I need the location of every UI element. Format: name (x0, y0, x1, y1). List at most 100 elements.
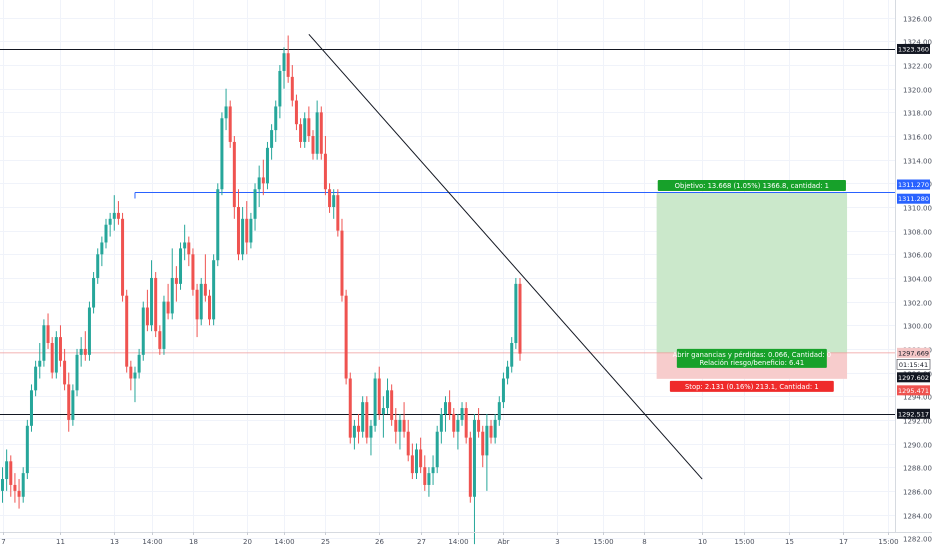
candle-body (390, 390, 394, 420)
candle-body (443, 402, 447, 414)
price-tick-label: 1306.000 (903, 252, 932, 260)
candle-body (270, 130, 274, 148)
time-tick-label: 10 (698, 538, 707, 546)
price-tick-label: 1322.000 (903, 63, 932, 71)
candle-body (145, 307, 149, 326)
horizontal-lines[interactable] (0, 49, 895, 415)
candle-body (485, 425, 489, 456)
candle-body (328, 189, 332, 207)
candle-body (261, 177, 265, 184)
time-axis[interactable]: 7 11 13 14:00 18 20 14:00 25 26 27 14:00 Abr 3 15:00 8… (1, 532, 899, 546)
target-zone (656, 191, 848, 353)
price-badge (896, 359, 931, 370)
time-tick-label: 14:00 (448, 538, 468, 546)
candle-body (406, 431, 410, 456)
candle-body (212, 260, 216, 320)
candle-body (63, 360, 67, 385)
candle-body (464, 408, 468, 438)
price-badge (897, 193, 930, 204)
candle-body (232, 141, 236, 207)
price-tick-label: 1326.000 (903, 16, 932, 24)
candle-body (294, 100, 298, 125)
candle-body (187, 242, 191, 255)
candle-body (75, 354, 79, 391)
candle-body (299, 124, 303, 142)
candle-body (419, 449, 423, 468)
candle-body (427, 473, 431, 485)
price-tick-label: 1310.000 (903, 205, 932, 213)
candle-body (141, 307, 145, 355)
price-tick-label: 1314.000 (903, 158, 932, 166)
candle-body (373, 378, 377, 426)
time-tick-label: 3 (555, 538, 559, 546)
candle-body (179, 248, 183, 284)
candle-body (245, 218, 249, 243)
candle-body (357, 425, 361, 432)
trendline[interactable] (308, 33, 703, 480)
candle-body (54, 337, 58, 373)
candle-body (319, 112, 323, 154)
candle-body (477, 419, 481, 432)
price-tick-label: 1320.000 (903, 87, 932, 95)
time-tick-label: 8 (642, 538, 646, 546)
candle-body (34, 366, 38, 391)
price-tick-label: 1300.000 (903, 323, 932, 331)
candle-body (415, 449, 418, 474)
candle-body (514, 283, 518, 344)
candle-body (249, 218, 253, 243)
price-badge-label: 01:15:41 (899, 361, 928, 369)
price-tick-label: 1288.000 (903, 465, 932, 473)
candle-body (96, 254, 100, 278)
price-badge-label: 1311.270 (898, 181, 929, 189)
trendline[interactable] (308, 33, 703, 480)
candle-body (25, 425, 29, 474)
candle-body (208, 295, 211, 320)
candle-body (501, 378, 505, 403)
candle-body (344, 295, 348, 379)
candle-body (100, 242, 104, 255)
center-label-text: Abrir ganancias y pérdidas: 0.066, Canti… (673, 351, 832, 359)
candle-body (386, 390, 390, 409)
price-badge (897, 43, 930, 54)
candle-body (290, 76, 294, 101)
price-tick-label: 1290.000 (903, 442, 932, 450)
candle-body (361, 402, 365, 432)
candle-body (121, 218, 125, 296)
time-tick-label: 26 (375, 538, 384, 546)
candle-body (83, 348, 87, 355)
candle-body (137, 354, 141, 373)
candle-body (497, 402, 501, 420)
candle-body (365, 402, 369, 438)
candle-body (158, 331, 162, 349)
target-label-text: Objetivo: 13.668 (1.05%) 1366.8, cantida… (675, 182, 829, 190)
candle-body (410, 455, 414, 474)
candle-body (241, 218, 245, 255)
price-tick-label: 1316.000 (903, 134, 932, 142)
candle-body (303, 118, 307, 142)
candle-body (228, 106, 232, 142)
price-badge-label: 1323.360 (898, 45, 929, 53)
candle-body (13, 484, 17, 491)
candle-body (92, 277, 96, 308)
price-badge (897, 372, 930, 383)
time-tick-label: 13 (110, 538, 119, 546)
candle-body (220, 118, 224, 190)
price-tick-label: 1294.000 (903, 394, 932, 402)
candles (1, 35, 522, 545)
price-tick-label: 1286.000 (903, 489, 932, 497)
price-tick-label: 1282.000 (903, 536, 932, 544)
time-tick-label: 27 (417, 538, 426, 546)
candle-body (369, 425, 373, 438)
price-badge-label: 1297.602 (898, 374, 929, 382)
time-tick-label: 15:00 (734, 538, 754, 546)
price-tick-label: 1304.000 (903, 276, 932, 284)
candle-body (402, 419, 406, 432)
candle-body (323, 153, 327, 190)
candle-body (38, 360, 42, 367)
candle-body (282, 53, 286, 71)
price-tick-label: 1308.000 (903, 229, 932, 237)
candle-body (460, 408, 464, 420)
price-badges: 1311.280 1297.669 01:15:41 1297.602 1295.471… (896, 43, 931, 419)
